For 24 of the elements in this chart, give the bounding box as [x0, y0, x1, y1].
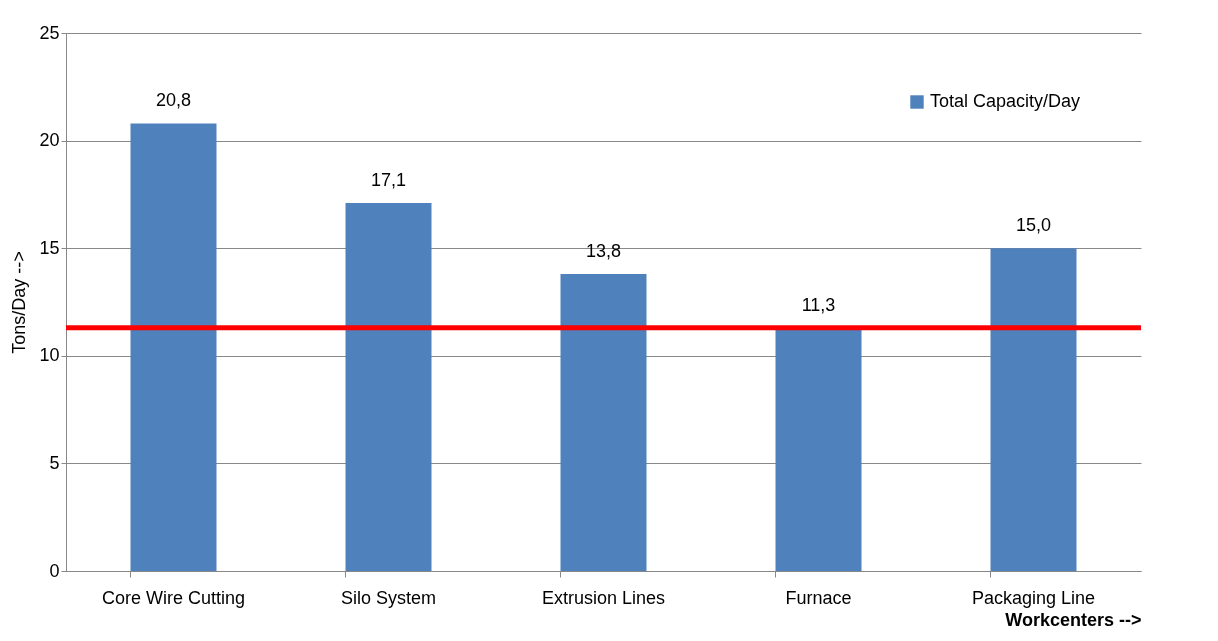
bar	[990, 248, 1077, 571]
x-tick-label: Packaging Line	[971, 587, 1096, 608]
y-tick-label: 20	[39, 130, 60, 151]
y-tick-label: 0	[49, 560, 60, 581]
y-tick-label: 10	[39, 345, 60, 366]
x-tick-label: Core Wire Cutting	[101, 587, 246, 608]
bar	[345, 203, 432, 571]
x-axis-title: Workcenters -->	[1005, 609, 1142, 630]
bar	[130, 123, 217, 571]
x-tick-label: Furnace	[785, 587, 852, 608]
x-tick-label: Extrusion Lines	[541, 587, 666, 608]
y-axis-title: Tons/Day -->	[9, 251, 30, 354]
bar	[775, 327, 862, 571]
y-tick-label: 15	[39, 237, 60, 258]
bar	[560, 274, 647, 571]
y-tick-label: 25	[39, 22, 60, 43]
data-label: 17,1	[370, 170, 407, 191]
legend-label: Total Capacity/Day	[930, 91, 1081, 111]
data-label: 15,0	[1015, 215, 1052, 236]
x-tick-label: Silo System	[340, 587, 437, 608]
data-label: 20,8	[155, 90, 192, 111]
y-tick-label: 5	[49, 452, 60, 473]
data-label: 13,8	[585, 241, 622, 262]
data-label: 11,3	[801, 294, 836, 315]
